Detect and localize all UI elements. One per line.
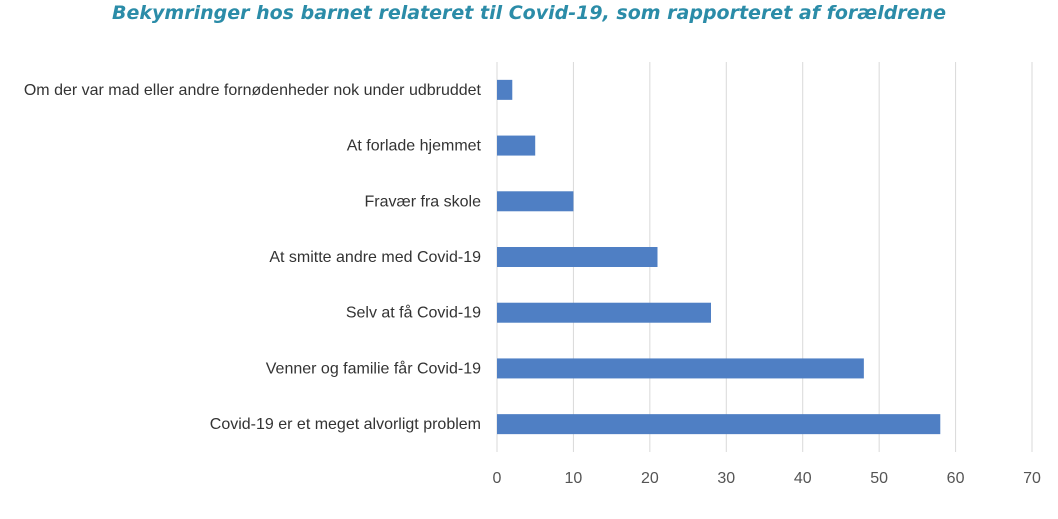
x-tick-label: 40 bbox=[794, 470, 812, 487]
bars bbox=[497, 79, 941, 435]
chart-title: Bekymringer hos barnet relateret til Cov… bbox=[112, 2, 946, 24]
category-label: Selv at få Covid-19 bbox=[346, 304, 481, 322]
x-tick-label: 0 bbox=[493, 470, 502, 487]
category-label: At smitte andre med Covid-19 bbox=[269, 249, 481, 266]
bar bbox=[497, 358, 864, 379]
x-tick-label: 30 bbox=[717, 470, 735, 487]
bar bbox=[497, 247, 658, 267]
x-tick-label: 60 bbox=[947, 470, 965, 487]
bar bbox=[497, 79, 513, 100]
x-tick-label: 10 bbox=[565, 470, 583, 487]
x-tick-label: 20 bbox=[641, 470, 659, 487]
bar bbox=[497, 414, 941, 435]
category-label: Om der var mad eller andre fornødenheder… bbox=[24, 82, 482, 99]
x-axis-tick-labels: 0 10 20 30 40 50 60 70 bbox=[493, 470, 1041, 487]
category-label: Venner og familie får Covid-19 bbox=[266, 359, 481, 377]
x-tick-label: 70 bbox=[1023, 470, 1041, 487]
category-label: Covid-19 er et meget alvorligt problem bbox=[210, 416, 481, 433]
x-tick-label: 50 bbox=[870, 470, 888, 487]
category-label: At forlade hjemmet bbox=[347, 138, 482, 155]
category-label: Fravær fra skole bbox=[365, 193, 482, 210]
bar bbox=[497, 135, 536, 156]
category-labels: Om der var mad eller andre fornødenheder… bbox=[24, 82, 482, 433]
bar bbox=[497, 302, 711, 323]
bar bbox=[497, 191, 574, 212]
